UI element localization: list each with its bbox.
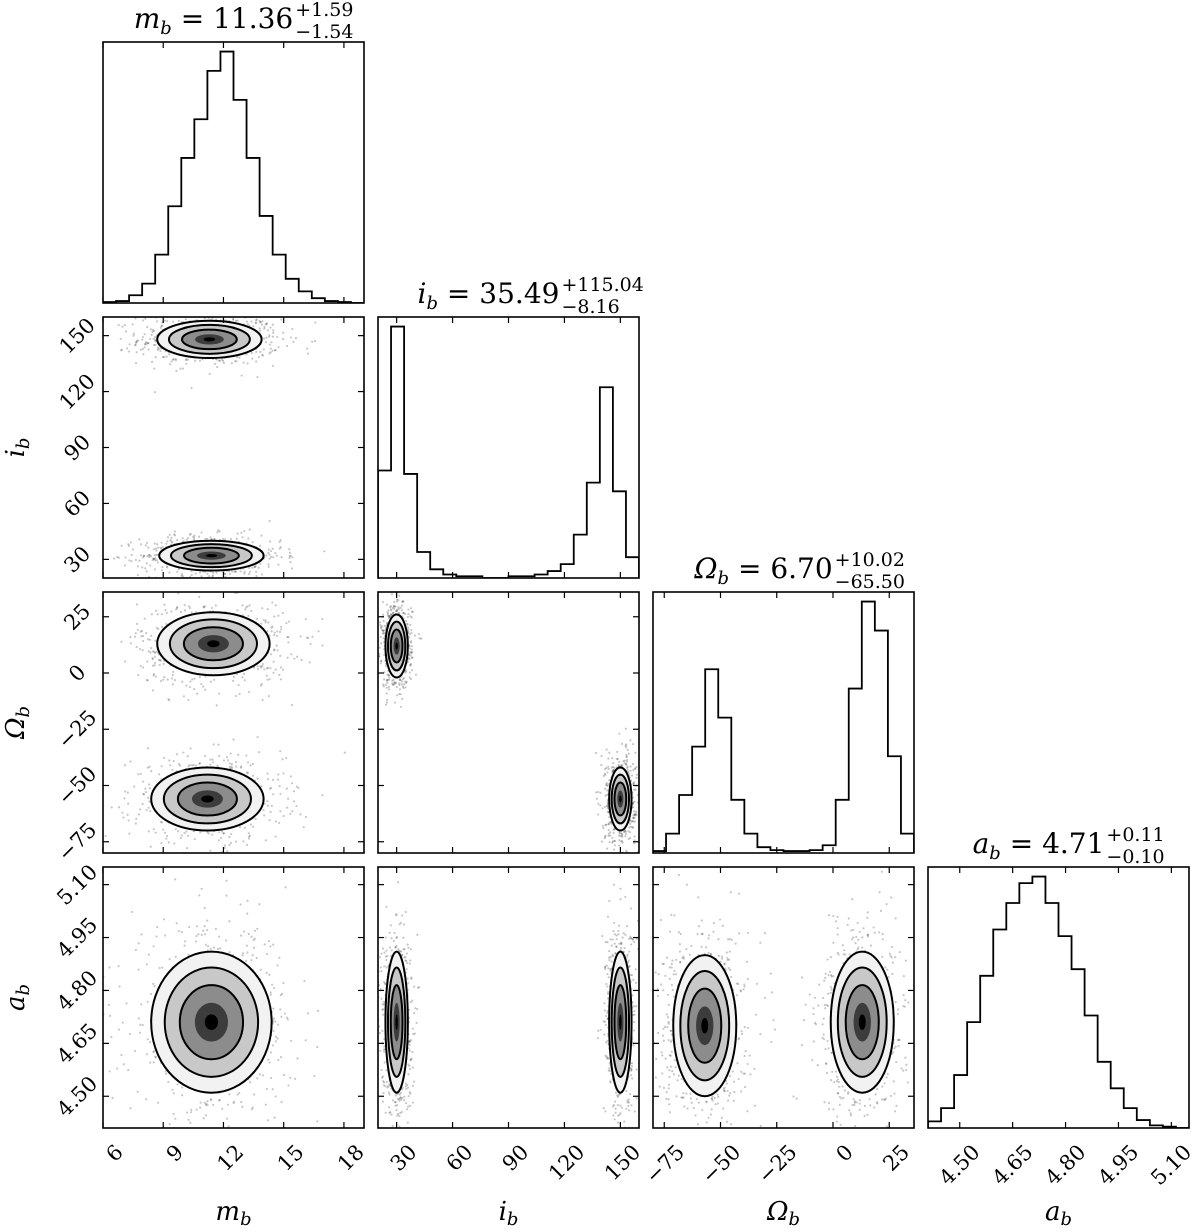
title-upper-a: +0.11: [1106, 824, 1164, 846]
title-lower-m: −1.54: [295, 21, 353, 43]
histogram-Omega-frame: [652, 591, 915, 854]
scatter-i-a: [378, 881, 639, 1128]
scatter-m-a-frame: [102, 866, 365, 1129]
xtick-label-Omega: 25: [878, 1140, 914, 1176]
xtick-label-a: 5.10: [1146, 1140, 1196, 1190]
ytick-label-a: 5.10: [52, 860, 102, 910]
scatter-i-Omega: [378, 593, 639, 853]
svg-text:ib = 35.49: ib = 35.49: [418, 277, 560, 314]
xtick-label-i: 120: [544, 1140, 589, 1185]
ytick-label-Omega: 0: [64, 660, 90, 686]
contour-i-Omega-0-4: [395, 642, 398, 650]
histogram-m-frame: [102, 41, 365, 304]
xtick-label-a: 4.95: [1093, 1140, 1143, 1190]
contour-Omega-a-1-4: [858, 1014, 866, 1030]
scatter-m-i: [112, 317, 326, 578]
xtick-label-Omega: 0: [831, 1140, 857, 1166]
title-a: ab = 4.71 +0.11−0.10: [973, 824, 1165, 868]
xtick-label-m: 15: [273, 1140, 309, 1176]
histogram-a-frame: [927, 866, 1190, 1129]
scatter-Omega-a-frame: [652, 866, 915, 1129]
contour-m-i-0-4: [203, 337, 216, 342]
yaxis-label-i: ib: [1, 438, 34, 458]
histogram-step-Omega: [653, 600, 914, 853]
xtick-label-a: 4.65: [988, 1140, 1038, 1190]
contour-m-i-1-4: [205, 553, 218, 558]
ytick-label-a: 4.95: [52, 913, 102, 963]
histogram-step-m: [103, 50, 364, 303]
xtick-label-Omega: −75: [641, 1140, 689, 1188]
xaxis-label-m: mb: [215, 1197, 251, 1230]
yaxis-label-Omega: Ωb: [1, 706, 34, 740]
scatter-m-Omega: [103, 592, 346, 853]
contour-i-Omega-1-4: [619, 795, 622, 803]
xtick-label-Omega: −25: [753, 1140, 801, 1188]
xtick-label-i: 90: [498, 1140, 534, 1176]
scatter-i-a-frame: [377, 866, 640, 1129]
ytick-label-i: 120: [55, 369, 100, 414]
panels: [102, 41, 1190, 1129]
ytick-label-Omega: −75: [53, 818, 101, 866]
contour-m-Omega-1-4: [201, 795, 214, 803]
title-lower-a: −0.10: [1106, 846, 1164, 868]
title-lower-i: −8.16: [561, 296, 619, 318]
svg-text:Ωb = 6.70: Ωb = 6.70: [693, 552, 832, 589]
histogram-m: [103, 50, 364, 303]
contour-i-a-0-4: [395, 1014, 398, 1030]
xtick-label-m: 6: [101, 1140, 127, 1166]
title-lower-Omega: −65.50: [835, 571, 905, 593]
xtick-label-m: 9: [162, 1140, 188, 1166]
title-m: mb = 11.36 +1.59−1.54: [134, 0, 354, 43]
xtick-label-i: 30: [386, 1140, 422, 1176]
scatter-Omega-a: [653, 870, 914, 1128]
ytick-label-a: 4.50: [52, 1071, 102, 1121]
xtick-label-i: 60: [442, 1140, 478, 1176]
histogram-a: [928, 875, 1189, 1128]
title-upper-i: +115.04: [561, 274, 643, 296]
contour-Omega-a-0-4: [701, 1017, 709, 1034]
title-Omega: Ωb = 6.70 +10.02−65.50: [693, 549, 905, 593]
scatter-m-a: [103, 878, 320, 1128]
ytick-label-i: 60: [59, 486, 95, 522]
xtick-label-a: 4.50: [935, 1140, 985, 1190]
xaxis-label-i: ib: [499, 1197, 519, 1230]
scatter-i-Omega-frame: [377, 591, 640, 854]
contour-m-Omega-0-4: [207, 640, 220, 648]
histogram-step-i: [378, 325, 639, 578]
scatter-m-Omega-frame: [102, 591, 365, 854]
ytick-label-i: 90: [59, 430, 95, 466]
panel-titles: mb = 11.36 +1.59−1.54 ib = 35.49 +115.04−8.…: [134, 0, 1165, 868]
xtick-label-Omega: −50: [697, 1140, 745, 1188]
contour-i-a-1-4: [619, 1014, 622, 1030]
xaxis-label-Omega: Ωb: [766, 1197, 800, 1230]
ytick-label-Omega: 25: [59, 599, 95, 635]
ytick-label-i: 30: [59, 542, 95, 578]
xaxis-label-a: ab: [1045, 1197, 1072, 1230]
ytick-label-Omega: −25: [53, 705, 101, 753]
xtick-label-i: 150: [600, 1140, 645, 1185]
xtick-label-a: 4.80: [1040, 1140, 1090, 1190]
svg-text:ab = 4.71: ab = 4.71: [973, 827, 1105, 864]
ytick-label-a: 4.65: [52, 1019, 102, 1069]
ytick-label-Omega: −50: [53, 762, 101, 810]
svg-text:mb = 11.36: mb = 11.36: [134, 2, 294, 39]
yaxis-label-a: ab: [1, 984, 34, 1011]
title-upper-Omega: +10.02: [835, 549, 905, 571]
histogram-Omega: [653, 600, 914, 853]
title-upper-m: +1.59: [295, 0, 353, 21]
histogram-step-a: [928, 875, 1189, 1128]
ytick-label-i: 150: [55, 313, 100, 358]
ytick-label-a: 4.80: [52, 966, 102, 1016]
title-i: ib = 35.49 +115.04−8.16: [418, 274, 644, 318]
histogram-i: [378, 325, 639, 578]
xtick-label-m: 12: [212, 1140, 248, 1176]
contour-m-a-0-4: [204, 1014, 219, 1030]
xtick-label-m: 18: [333, 1140, 369, 1176]
